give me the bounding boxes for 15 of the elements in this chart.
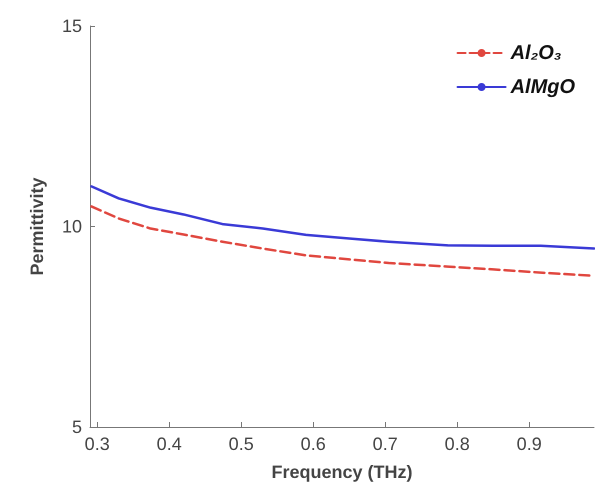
legend-label: AlMgO <box>510 76 576 98</box>
x-tick-label: 0.4 <box>156 434 182 454</box>
y-tick-label: 5 <box>72 417 82 437</box>
y-tick-label: 15 <box>62 16 82 36</box>
legend-label: Al₂O₃ <box>510 42 562 64</box>
line-series <box>90 185 595 250</box>
x-axis-title: Frequency (THz) <box>271 462 413 482</box>
x-tick-label: 0.7 <box>372 434 398 454</box>
x-tick-label: 0.8 <box>444 434 470 454</box>
x-tick-label: 0.5 <box>228 434 254 454</box>
x-tick-label: 0.3 <box>84 434 110 454</box>
y-tick-label: 10 <box>62 216 82 236</box>
y-axis-title: Permittivity <box>27 177 47 276</box>
x-tick-label: 0.6 <box>300 434 326 454</box>
x-tick-label: 0.9 <box>516 434 542 454</box>
